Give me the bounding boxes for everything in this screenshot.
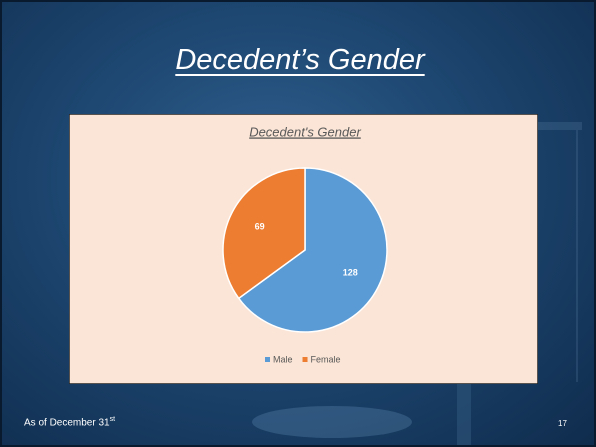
legend-swatch: [302, 357, 308, 362]
footer-suffix: st: [109, 416, 116, 423]
page-number: 17: [558, 419, 567, 428]
legend-label: Male: [273, 354, 293, 364]
legend-label: Female: [311, 354, 341, 364]
pie-slice: [222, 167, 306, 300]
chart-title: Decedent's Gender: [249, 124, 361, 139]
data-label: 69: [255, 221, 265, 231]
footer: As of December 31st: [24, 416, 115, 428]
footer-text: As of December 31: [24, 417, 110, 429]
legend-swatch: [265, 357, 270, 362]
pie-slice: [237, 167, 388, 333]
chart: Decedent's Gender 128 69 Male Female: [69, 114, 538, 384]
slide-title: Decedent’s Gender: [175, 44, 425, 76]
data-label: 128: [343, 267, 358, 277]
